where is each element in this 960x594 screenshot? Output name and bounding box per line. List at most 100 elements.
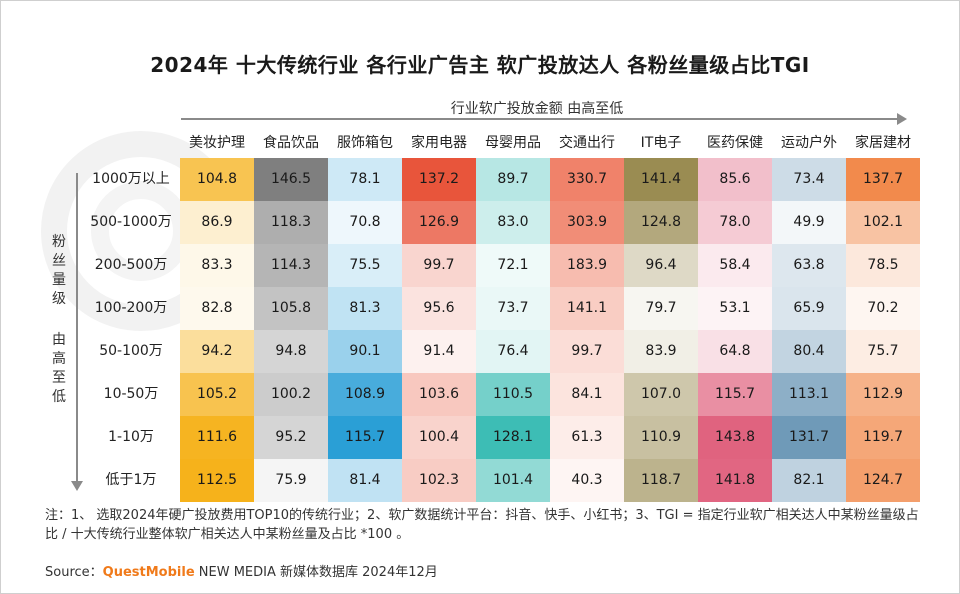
chart-title: 2024年 十大传统行业 各行业广告主 软广投放达人 各粉丝量级占比TGI <box>150 53 810 77</box>
heatmap-cell: 78.1 <box>328 158 402 201</box>
horizontal-axis-arrow <box>181 118 899 120</box>
column-header-0: 美妆护理 <box>189 135 245 151</box>
heatmap-cell: 94.8 <box>254 330 328 373</box>
heatmap-cell: 75.7 <box>846 330 920 373</box>
heatmap-cell: 49.9 <box>772 201 846 244</box>
heatmap-cell: 94.2 <box>180 330 254 373</box>
heatmap-cell: 70.2 <box>846 287 920 330</box>
heatmap-cell: 76.4 <box>476 330 550 373</box>
heatmap-cell: 114.3 <box>254 244 328 287</box>
heatmap-cell: 115.7 <box>698 373 772 416</box>
column-header-4: 母婴用品 <box>485 135 541 151</box>
heatmap-cell: 330.7 <box>550 158 624 201</box>
heatmap-cell: 119.7 <box>846 416 920 459</box>
heatmap-cell: 82.8 <box>180 287 254 330</box>
column-header-5: 交通出行 <box>559 135 615 151</box>
heatmap-cell: 118.7 <box>624 459 698 502</box>
heatmap-cell: 80.4 <box>772 330 846 373</box>
source-rest: NEW MEDIA 新媒体数据库 2024年12月 <box>194 565 438 580</box>
heatmap-cell: 105.8 <box>254 287 328 330</box>
horizontal-axis-label: 行业软广投放金额 由高至低 <box>387 98 687 118</box>
row-header-1: 500-1000万 <box>90 214 172 230</box>
heatmap-cell: 102.3 <box>402 459 476 502</box>
heatmap-cell: 107.0 <box>624 373 698 416</box>
column-header-9: 家居建材 <box>855 135 911 151</box>
heatmap-cell: 124.8 <box>624 201 698 244</box>
source-brand: QuestMobile <box>102 565 195 580</box>
heatmap-cell: 183.9 <box>550 244 624 287</box>
heatmap-cell: 100.2 <box>254 373 328 416</box>
column-header-8: 运动户外 <box>781 135 837 151</box>
heatmap-cell: 58.4 <box>698 244 772 287</box>
heatmap-cell: 78.5 <box>846 244 920 287</box>
heatmap-cell: 95.6 <box>402 287 476 330</box>
vertical-axis-arrowhead <box>71 481 83 491</box>
heatmap-cell: 86.9 <box>180 201 254 244</box>
heatmap-cell: 143.8 <box>698 416 772 459</box>
vertical-axis-arrow <box>76 173 78 483</box>
heatmap-cell: 61.3 <box>550 416 624 459</box>
heatmap-cell: 141.4 <box>624 158 698 201</box>
heatmap-cell: 137.7 <box>846 158 920 201</box>
heatmap-cell: 99.7 <box>550 330 624 373</box>
horizontal-axis-arrowhead <box>897 113 907 125</box>
heatmap-cell: 70.8 <box>328 201 402 244</box>
heatmap-cell: 95.2 <box>254 416 328 459</box>
heatmap-cell: 89.7 <box>476 158 550 201</box>
row-header-2: 200-500万 <box>94 257 168 273</box>
heatmap-cell: 83.3 <box>180 244 254 287</box>
vertical-axis-label-fans: 粉丝量级 <box>52 234 66 307</box>
heatmap-cell: 102.1 <box>846 201 920 244</box>
heatmap-cell: 111.6 <box>180 416 254 459</box>
heatmap-cell: 40.3 <box>550 459 624 502</box>
heatmap-cell: 83.0 <box>476 201 550 244</box>
heatmap-cell: 63.8 <box>772 244 846 287</box>
heatmap-cell: 79.7 <box>624 287 698 330</box>
source-prefix: Source： <box>45 565 103 580</box>
heatmap-cell: 96.4 <box>624 244 698 287</box>
heatmap-cell: 112.9 <box>846 373 920 416</box>
heatmap-cell: 101.4 <box>476 459 550 502</box>
column-header-2: 服饰箱包 <box>337 135 393 151</box>
heatmap-cell: 100.4 <box>402 416 476 459</box>
column-header-6: IT电子 <box>640 135 682 151</box>
heatmap-cell: 90.1 <box>328 330 402 373</box>
heatmap-cell: 64.8 <box>698 330 772 373</box>
heatmap-cell: 73.7 <box>476 287 550 330</box>
heatmap-cell: 78.0 <box>698 201 772 244</box>
heatmap-cell: 99.7 <box>402 244 476 287</box>
row-header-6: 1-10万 <box>108 429 154 445</box>
row-header-3: 100-200万 <box>94 300 168 316</box>
column-header-7: 医药保健 <box>707 135 763 151</box>
heatmap-cell: 146.5 <box>254 158 328 201</box>
heatmap-cell: 115.7 <box>328 416 402 459</box>
heatmap-cell: 103.6 <box>402 373 476 416</box>
heatmap-cell: 303.9 <box>550 201 624 244</box>
heatmap-cell: 53.1 <box>698 287 772 330</box>
heatmap-cell: 126.9 <box>402 201 476 244</box>
heatmap-cell: 65.9 <box>772 287 846 330</box>
heatmap-cell: 84.1 <box>550 373 624 416</box>
heatmap-cell: 110.5 <box>476 373 550 416</box>
heatmap-cell: 128.1 <box>476 416 550 459</box>
row-header-7: 低于1万 <box>105 472 157 488</box>
heatmap-cell: 75.9 <box>254 459 328 502</box>
heatmap-cell: 72.1 <box>476 244 550 287</box>
heatmap-cell: 82.1 <box>772 459 846 502</box>
column-header-3: 家用电器 <box>411 135 467 151</box>
heatmap-cell: 113.1 <box>772 373 846 416</box>
row-header-4: 50-100万 <box>99 343 163 359</box>
footnote: 注：1、 选取2024年硬广投放费用TOP10的传统行业；2、软广数据统计平台：… <box>45 508 919 542</box>
heatmap-cell: 75.5 <box>328 244 402 287</box>
column-header-1: 食品饮品 <box>263 135 319 151</box>
row-header-5: 10-50万 <box>103 386 159 402</box>
heatmap-cell: 105.2 <box>180 373 254 416</box>
heatmap-cell: 108.9 <box>328 373 402 416</box>
heatmap-cell: 104.8 <box>180 158 254 201</box>
row-header-0: 1000万以上 <box>92 171 170 187</box>
heatmap-cell: 124.7 <box>846 459 920 502</box>
heatmap-cell: 91.4 <box>402 330 476 373</box>
heatmap-cell: 81.3 <box>328 287 402 330</box>
